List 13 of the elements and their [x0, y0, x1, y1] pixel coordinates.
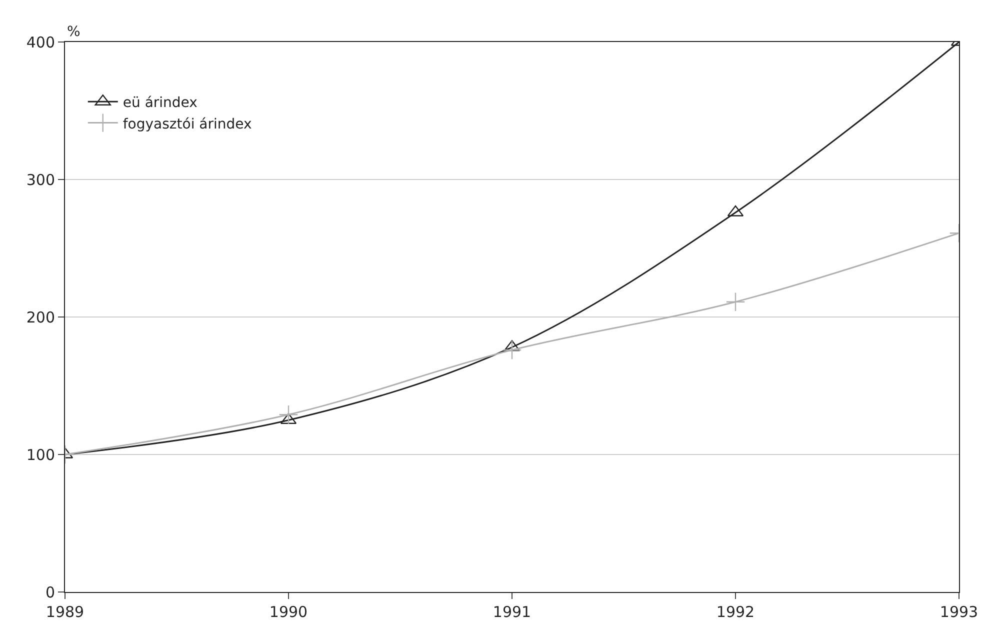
x-tick-label: 1991	[492, 603, 532, 621]
x-tick-label: 1992	[716, 603, 755, 621]
y-tick-label: 300	[26, 170, 55, 189]
y-tick-label: 0	[45, 583, 55, 602]
x-tick-label: 1989	[46, 603, 84, 621]
y-tick-label: 400	[26, 33, 55, 52]
y-axis-title: %	[67, 24, 80, 40]
y-tick-label: 100	[26, 446, 55, 464]
x-tick-label: 1990	[269, 603, 308, 621]
x-tick-label: 1993	[940, 603, 978, 621]
y-tick-label: 200	[26, 308, 55, 326]
legend-label: fogyasztói árindex	[122, 116, 252, 132]
legend-label: eü árindex	[122, 95, 198, 112]
